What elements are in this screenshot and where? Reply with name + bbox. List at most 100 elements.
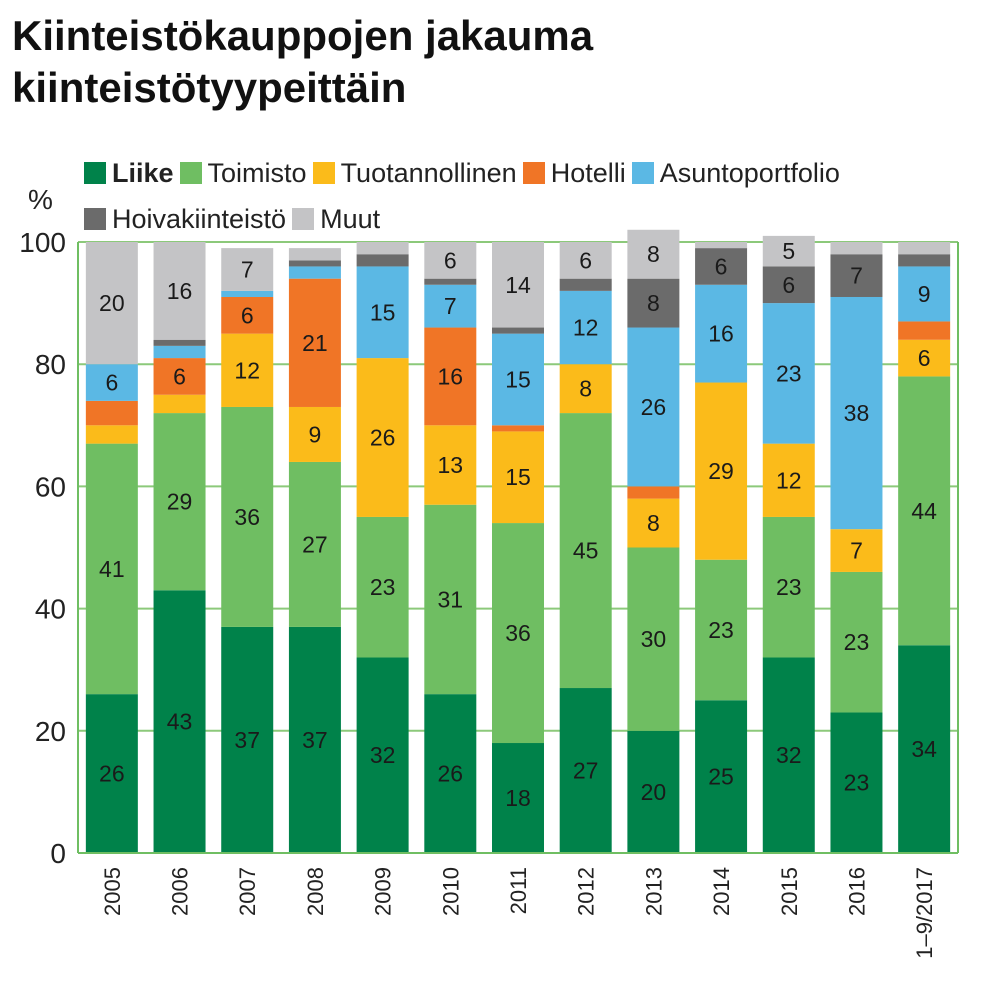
data-label: 44: [911, 498, 937, 524]
data-label: 6: [782, 272, 795, 298]
bar-segment: [85, 400, 138, 426]
bar-segment: [898, 376, 951, 646]
data-label: 6: [241, 302, 254, 328]
bar-segment: [695, 559, 748, 701]
bar-segment: [424, 425, 477, 505]
data-label: 8: [647, 290, 660, 316]
data-label: 13: [438, 452, 464, 478]
data-label: 14: [505, 272, 531, 298]
data-label: 6: [918, 345, 931, 371]
bar-segment: [762, 443, 815, 517]
legend-swatch: [292, 208, 315, 230]
data-label: 36: [234, 504, 260, 530]
bar-segment: [627, 730, 680, 853]
bar-segment: [627, 547, 680, 731]
x-tick-label: 2008: [303, 867, 328, 916]
bar-segment: [762, 235, 815, 267]
bar-segment: [424, 242, 477, 279]
legend-swatch: [84, 162, 106, 184]
data-label: 12: [573, 315, 599, 341]
bar-segment: [221, 406, 274, 627]
legend-label: Liike: [112, 158, 174, 188]
y-tick-label: 100: [19, 227, 66, 258]
bar-segment: [153, 345, 206, 359]
data-label: 26: [438, 761, 464, 787]
data-label: 23: [708, 617, 734, 643]
bar-segment: [356, 266, 409, 359]
data-label: 26: [370, 425, 396, 451]
y-tick-label: 0: [50, 838, 66, 869]
legend-item: Muut: [292, 196, 380, 242]
bar-segment: [762, 266, 815, 304]
data-label: 9: [309, 421, 322, 447]
bar-segment: [492, 333, 544, 426]
bar-segment: [356, 242, 409, 255]
bar-segment: [85, 694, 138, 853]
bar-segment: [559, 290, 612, 365]
x-tick-label: 2012: [574, 867, 599, 916]
data-label: 7: [241, 256, 254, 282]
legend-row: Hoivakiinteistö Muut: [84, 196, 988, 242]
data-label: 16: [438, 363, 464, 389]
bar-segment: [85, 425, 138, 444]
bar-segment: [830, 254, 883, 297]
data-label: 31: [438, 586, 464, 612]
legend-item: Hotelli: [522, 150, 626, 196]
data-label: 16: [708, 321, 734, 347]
y-tick-label: 80: [35, 349, 66, 380]
bar-segment: [424, 504, 477, 695]
bar-segment: [153, 394, 206, 414]
data-label: 37: [234, 727, 260, 753]
bar-segment: [221, 626, 274, 853]
bar-segment: [221, 290, 274, 297]
bar-segment: [153, 413, 206, 591]
bar-segment: [559, 413, 612, 689]
data-label: 38: [844, 400, 870, 426]
bar-segment: [424, 327, 477, 426]
bar-segment: [695, 242, 748, 249]
legend-row: Liike Toimisto Tuotannollinen Hotelli Asunto…: [84, 150, 988, 196]
data-label: 9: [918, 281, 931, 307]
bar-segment: [695, 284, 748, 383]
legend-swatch: [179, 162, 202, 184]
data-label: 20: [99, 290, 125, 316]
x-tick-label: 2016: [844, 867, 869, 916]
data-label: 12: [776, 467, 802, 493]
data-label: 34: [911, 736, 937, 762]
bar-segment: [695, 700, 748, 853]
data-label: 26: [99, 761, 125, 787]
bar-segment: [85, 364, 138, 401]
data-label: 7: [850, 538, 863, 564]
legend-label: Hotelli: [550, 158, 626, 188]
bar-segment: [559, 688, 612, 853]
legend-swatch: [522, 162, 545, 184]
bar-segment: [830, 571, 883, 713]
legend-label: Toimisto: [207, 158, 307, 188]
data-label: 8: [579, 376, 592, 402]
data-label: 20: [641, 779, 667, 805]
data-label: 6: [444, 247, 457, 273]
bar-segment: [492, 431, 544, 524]
legend-item: Toimisto: [179, 150, 307, 196]
x-tick-label: 2009: [371, 867, 396, 916]
data-label: 6: [105, 370, 118, 396]
bar-segment: [153, 242, 206, 340]
bar-segment: [492, 242, 544, 328]
bar-segment: [424, 694, 477, 853]
data-label: 23: [844, 770, 870, 796]
bar-segment: [898, 254, 951, 267]
data-label: 23: [776, 360, 802, 386]
bar-segment: [492, 743, 544, 853]
bar-segment: [695, 248, 748, 285]
bar-segment: [559, 242, 612, 279]
bar-segment: [288, 266, 341, 279]
data-label: 41: [99, 556, 125, 582]
data-label: 29: [708, 458, 734, 484]
bar-segment: [559, 364, 612, 414]
bar-segment: [153, 358, 206, 395]
data-label: 32: [776, 742, 802, 768]
legend-swatch: [84, 208, 106, 230]
bar-segment: [492, 523, 544, 744]
x-tick-label: 2011: [506, 867, 531, 914]
data-label: 23: [844, 629, 870, 655]
